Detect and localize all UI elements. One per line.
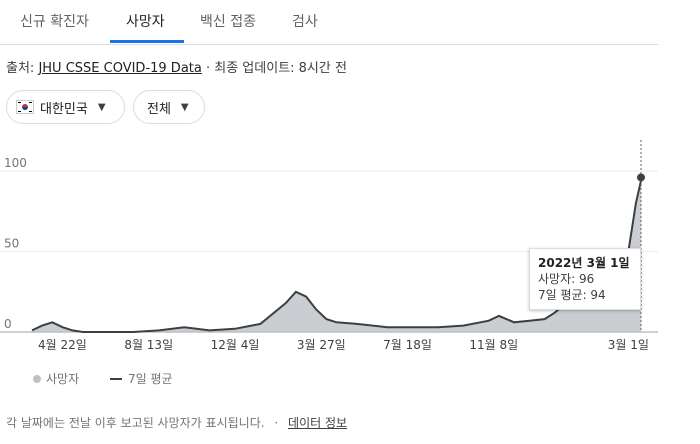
x-tick-label: 11월 8일 (469, 338, 518, 352)
tooltip-average: 7일 평균: 94 (538, 288, 606, 302)
legend-dot-icon (33, 374, 41, 383)
chevron-down-icon: ▼ (180, 101, 189, 113)
deaths-area (32, 180, 641, 332)
legend-average: 7일 평균 (110, 370, 173, 387)
y-tick-label: 50 (4, 237, 19, 251)
x-tick-label: 3월 1일 (608, 338, 649, 352)
data-info-link[interactable]: 데이터 정보 (288, 416, 348, 430)
tab-deaths[interactable]: 사망자 (126, 14, 165, 30)
legend-average-label: 7일 평균 (128, 372, 173, 386)
chart-tooltip: 2022년 3월 1일 사망자: 96 7일 평균: 94 (529, 248, 641, 310)
source-prefix: 출처: (6, 61, 39, 76)
tab-vaccinations[interactable]: 백신 접종 (200, 14, 256, 30)
x-tick-label: 12월 4일 (211, 338, 260, 352)
tab-bar: 신규 확진자 사망자 백신 접종 검사 (0, 0, 658, 45)
source-line: 출처: JHU CSSE COVID-19 Data · 최종 업데이트: 8시… (6, 57, 347, 76)
hover-point (637, 173, 645, 182)
chevron-down-icon: ▼ (97, 101, 106, 113)
range-select[interactable]: 전체 ▼ (133, 90, 205, 124)
active-tab-indicator (110, 40, 184, 43)
legend-deaths-label: 사망자 (46, 372, 80, 386)
footer-separator: · (274, 416, 279, 430)
last-updated: · 최종 업데이트: 8시간 전 (201, 61, 347, 76)
deaths-chart[interactable]: 0 50 100 4월 22일 8월 13일 12월 4일 3월 27일 7월 18일 11월 … (0, 135, 660, 360)
country-label: 대한민국 (40, 101, 88, 117)
source-link[interactable]: JHU CSSE COVID-19 Data (38, 61, 202, 76)
tab-new-cases[interactable]: 신규 확진자 (20, 14, 89, 30)
x-tick-label: 3월 27일 (297, 338, 346, 352)
x-tick-label: 4월 22일 (38, 338, 87, 352)
y-tick-label: 0 (4, 317, 12, 331)
x-tick-label: 8월 13일 (124, 338, 173, 352)
tooltip-date: 2022년 3월 1일 (538, 256, 630, 270)
korea-flag-icon (16, 100, 34, 114)
country-select[interactable]: 대한민국 ▼ (6, 90, 125, 124)
legend-line-icon (110, 377, 122, 380)
tooltip-deaths: 사망자: 96 (538, 272, 595, 286)
x-tick-label: 7월 18일 (383, 338, 432, 352)
legend-deaths: 사망자 (33, 370, 79, 387)
footer-note: 각 날짜에는 전날 이후 보고된 사망자가 표시됩니다. · 데이터 정보 (6, 414, 347, 431)
tab-tests[interactable]: 검사 (292, 14, 318, 30)
range-label: 전체 (147, 101, 171, 117)
y-tick-label: 100 (4, 156, 27, 170)
footer-text: 각 날짜에는 전날 이후 보고된 사망자가 표시됩니다. (6, 416, 265, 430)
